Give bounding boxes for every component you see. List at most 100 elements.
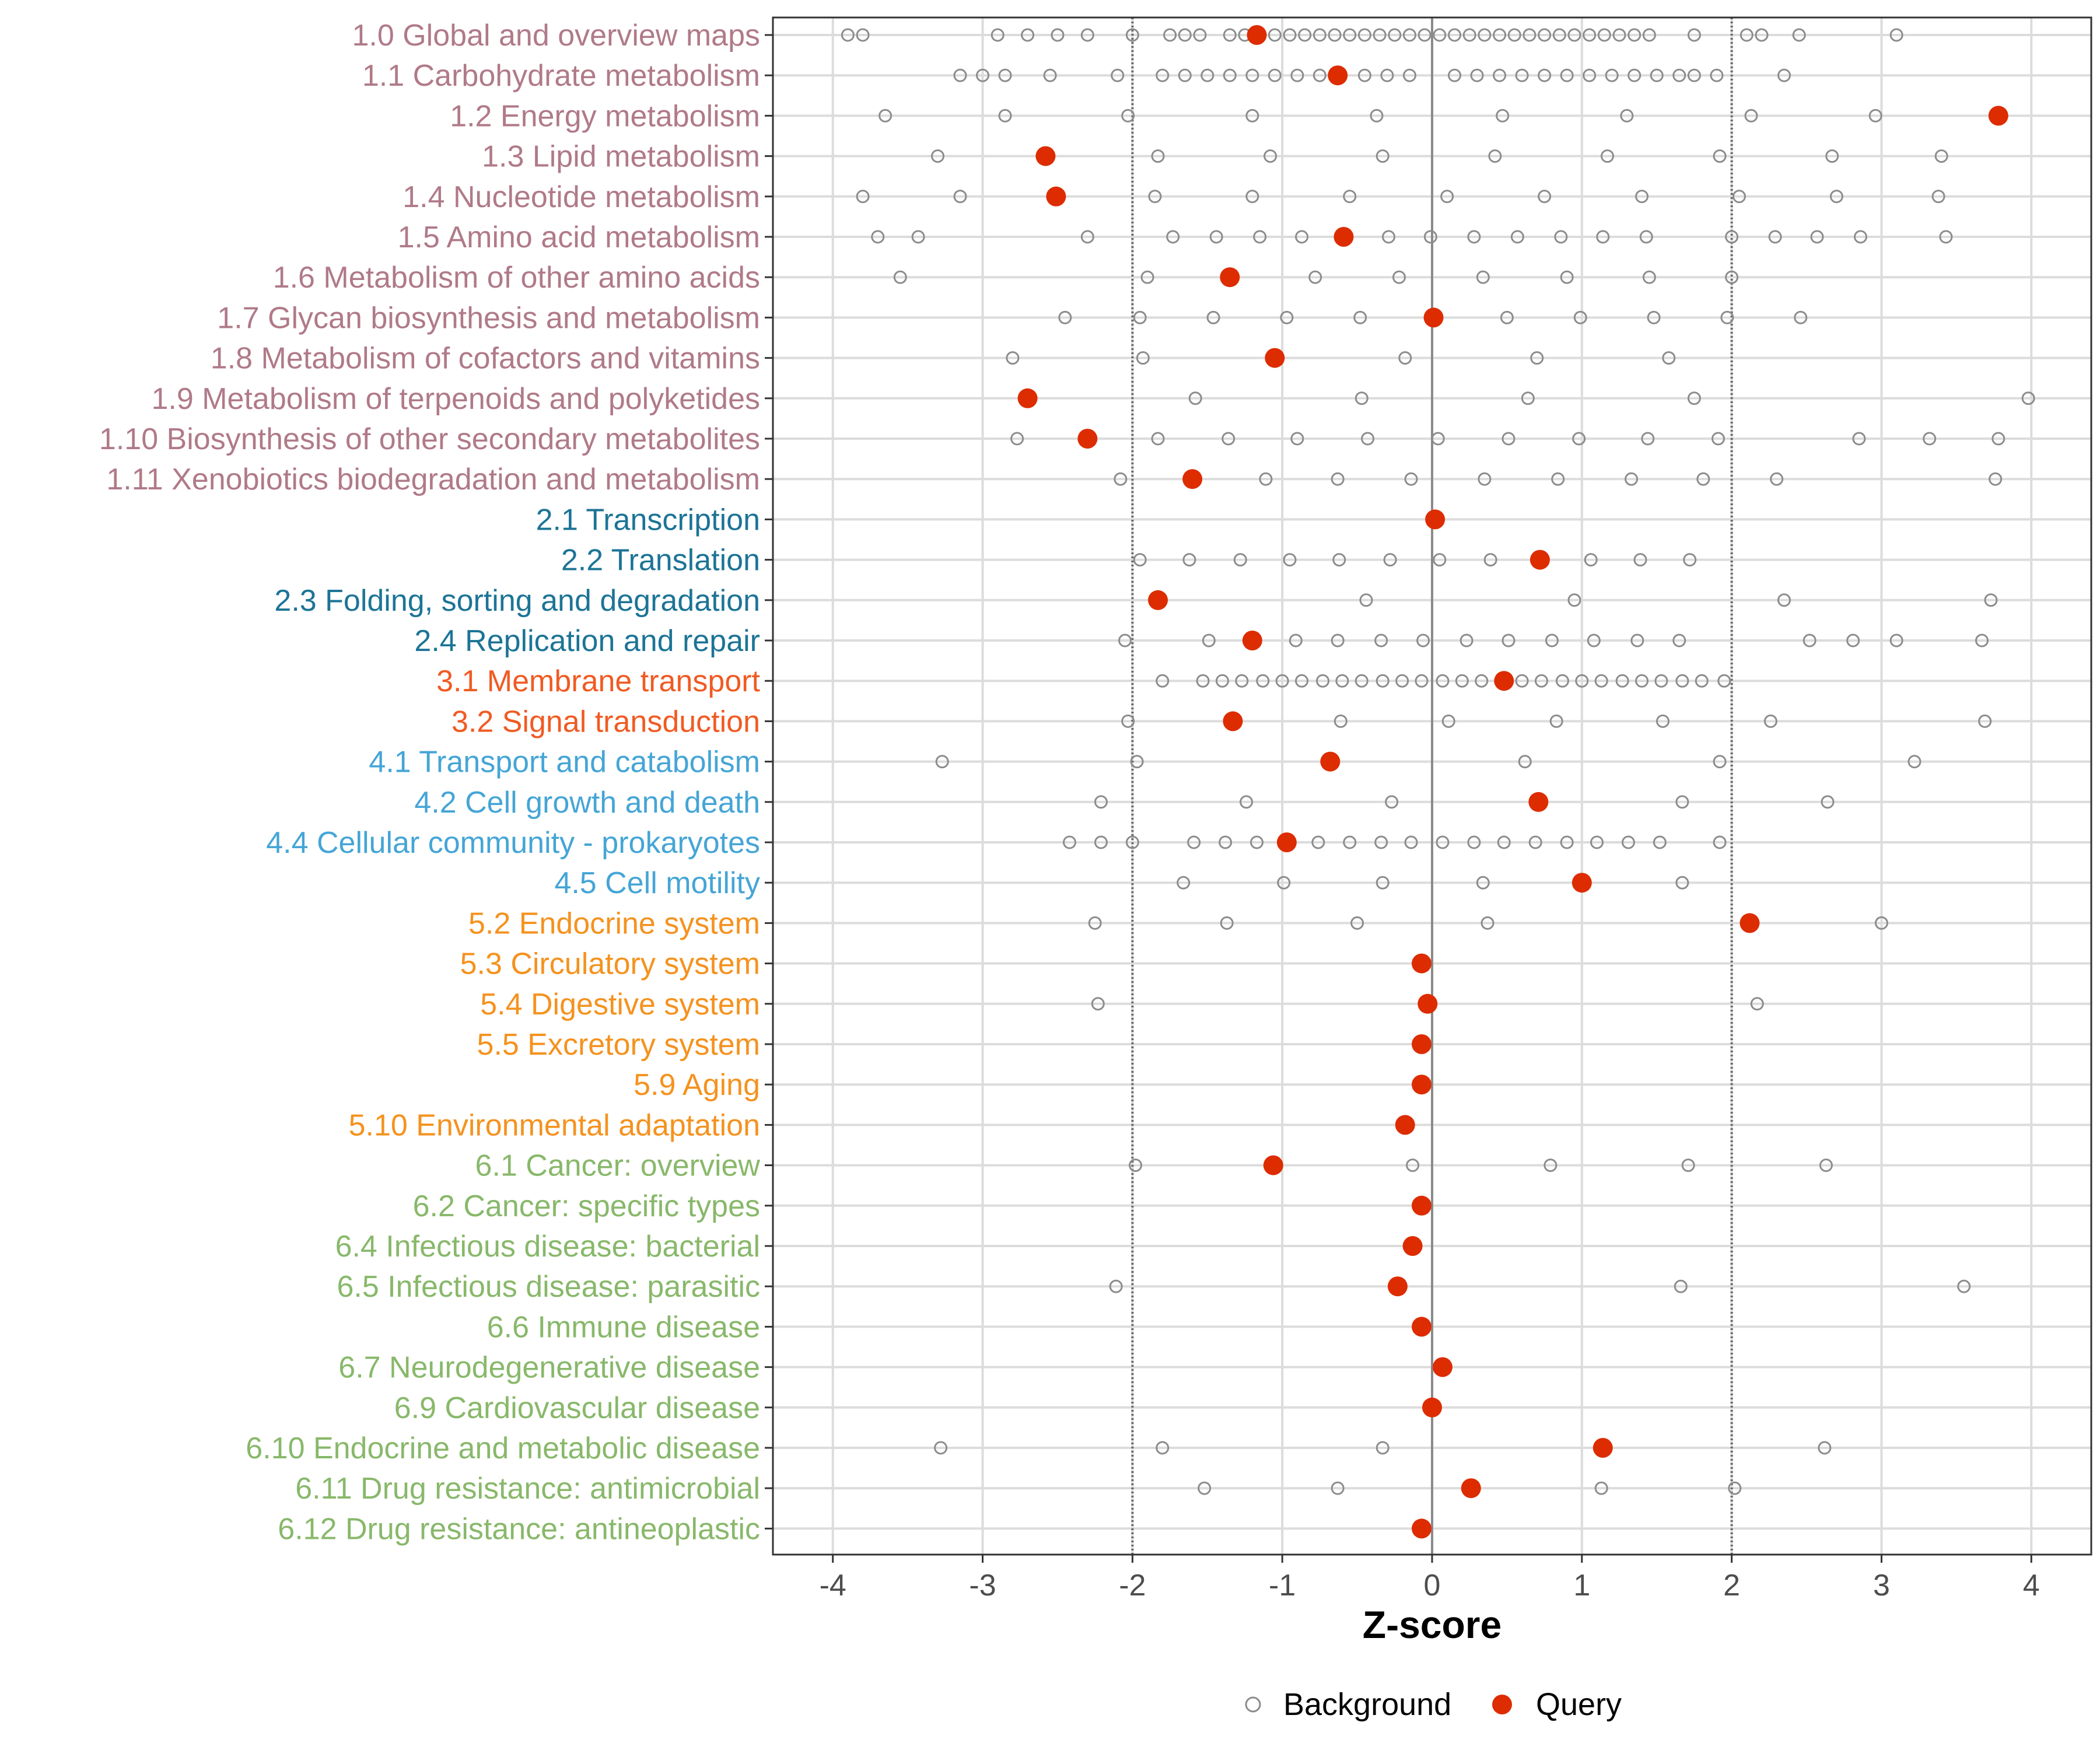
background-point (1051, 28, 1065, 42)
category-label: 1.11 Xenobiotics biodegradation and meta… (106, 463, 760, 496)
background-point (1455, 674, 1469, 688)
category-label: 1.2 Energy metabolism (450, 99, 760, 133)
query-point (1077, 429, 1098, 449)
category-label: 5.3 Circulatory system (460, 947, 760, 981)
query-point (1494, 671, 1514, 691)
category-label: 6.12 Drug resistance: antineoplastic (278, 1512, 760, 1546)
background-point (1596, 230, 1610, 244)
background-point (1794, 310, 1808, 324)
background-point (1223, 68, 1237, 82)
background-point (1502, 634, 1516, 648)
background-point (1792, 28, 1806, 42)
background-point (1587, 634, 1601, 648)
category-label: 1.9 Metabolism of terpenoids and polyket… (151, 382, 760, 416)
background-point (1289, 634, 1303, 648)
query-point (1046, 186, 1066, 206)
background-point (1717, 674, 1731, 688)
query-point (1412, 1195, 1432, 1216)
background-point (1696, 472, 1710, 486)
category-label: 1.4 Nucleotide metabolism (402, 180, 760, 214)
query-point (1461, 1478, 1481, 1499)
background-point (1133, 553, 1147, 567)
background-point (1223, 28, 1237, 42)
background-point (1931, 190, 1945, 204)
background-point (1628, 68, 1642, 82)
background-point (1308, 270, 1322, 284)
background-point (1573, 310, 1587, 324)
background-point (1222, 432, 1236, 446)
query-point (1182, 469, 1203, 489)
background-point (1240, 795, 1254, 809)
background-point (1712, 432, 1726, 446)
query-point (1220, 267, 1240, 288)
legend-background-marker (1245, 1696, 1261, 1713)
background-point (1628, 28, 1642, 42)
background-point (1256, 674, 1270, 688)
query-point (1387, 1276, 1408, 1297)
background-point (1846, 634, 1860, 648)
background-point (1713, 755, 1727, 769)
background-point (1406, 1158, 1420, 1172)
background-point (1662, 351, 1676, 365)
background-point (991, 28, 1005, 42)
background-point (1094, 795, 1108, 809)
background-point (1728, 1481, 1742, 1495)
background-point (1331, 1481, 1345, 1495)
background-point (1763, 714, 1777, 728)
background-point (1196, 674, 1210, 688)
category-label: 6.7 Neurodegenerative disease (338, 1351, 760, 1385)
background-point (1374, 634, 1388, 648)
background-point (1298, 28, 1312, 42)
background-point (1114, 472, 1128, 486)
background-point (1803, 634, 1817, 648)
background-point (1357, 28, 1371, 42)
category-label: 4.1 Transport and catabolism (369, 746, 760, 779)
x-tick-label: 2 (1723, 1569, 1740, 1602)
category-label: 1.10 Biosynthesis of other secondary met… (99, 422, 760, 456)
background-point (1280, 310, 1294, 324)
background-point (1010, 432, 1024, 446)
background-point (1094, 835, 1108, 849)
background-point (1572, 432, 1586, 446)
query-point (1223, 711, 1243, 732)
background-point (1740, 28, 1754, 42)
x-tick-label: 0 (1424, 1569, 1441, 1602)
background-point (1633, 553, 1647, 567)
background-point (856, 190, 870, 204)
background-point (1528, 835, 1542, 849)
background-point (1560, 270, 1574, 284)
background-point (1829, 190, 1843, 204)
background-point (1750, 997, 1764, 1011)
background-point (1121, 108, 1135, 123)
background-point (1584, 553, 1598, 567)
background-point (1755, 28, 1769, 42)
background-point (1402, 68, 1416, 82)
background-point (1253, 230, 1267, 244)
background-point (856, 28, 870, 42)
background-point (1989, 472, 2003, 486)
background-point (1388, 28, 1402, 42)
background-point (1656, 714, 1670, 728)
background-point (1416, 634, 1430, 648)
y-axis-category-labels: 1.0 Global and overview maps 1.1 Carbohyd… (99, 19, 773, 1546)
background-point (1177, 876, 1191, 890)
background-point (998, 68, 1012, 82)
background-point (1483, 553, 1497, 567)
background-point (1620, 108, 1634, 123)
background-point (1328, 28, 1342, 42)
background-point (1063, 835, 1076, 849)
background-point (1621, 835, 1635, 849)
background-point (1140, 270, 1154, 284)
query-point (1412, 1074, 1432, 1095)
background-point (1984, 593, 1998, 607)
background-point (1383, 553, 1397, 567)
reference-lines (1131, 18, 1733, 1555)
background-point (1675, 795, 1689, 809)
background-point (1777, 593, 1791, 607)
query-point (1412, 1518, 1432, 1539)
background-point (1402, 28, 1416, 42)
background-point (1975, 634, 1989, 648)
background-point (1934, 149, 1948, 163)
background-point (1467, 230, 1481, 244)
background-point (1908, 755, 1922, 769)
